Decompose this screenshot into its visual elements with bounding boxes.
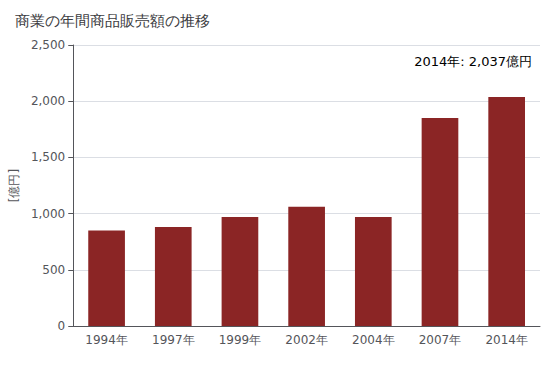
svg-text:500: 500: [42, 263, 65, 277]
svg-text:2014年: 2014年: [485, 333, 528, 347]
svg-text:2002年: 2002年: [285, 333, 328, 347]
svg-text:1999年: 1999年: [219, 333, 262, 347]
svg-text:1,000: 1,000: [31, 207, 65, 221]
svg-text:1,500: 1,500: [31, 150, 65, 164]
svg-text:2,000: 2,000: [31, 94, 65, 108]
svg-text:1994年: 1994年: [85, 333, 128, 347]
svg-text:2004年: 2004年: [352, 333, 395, 347]
svg-text:商業の年間商品販売額の推移: 商業の年間商品販売額の推移: [15, 12, 210, 30]
svg-text:0: 0: [58, 319, 66, 333]
svg-text:2014年: 2,037億円: 2014年: 2,037億円: [414, 54, 532, 69]
svg-text:1997年: 1997年: [152, 333, 195, 347]
svg-text:2,500: 2,500: [31, 38, 65, 52]
svg-text:[億円]: [億円]: [7, 169, 21, 202]
svg-text:2007年: 2007年: [419, 333, 462, 347]
